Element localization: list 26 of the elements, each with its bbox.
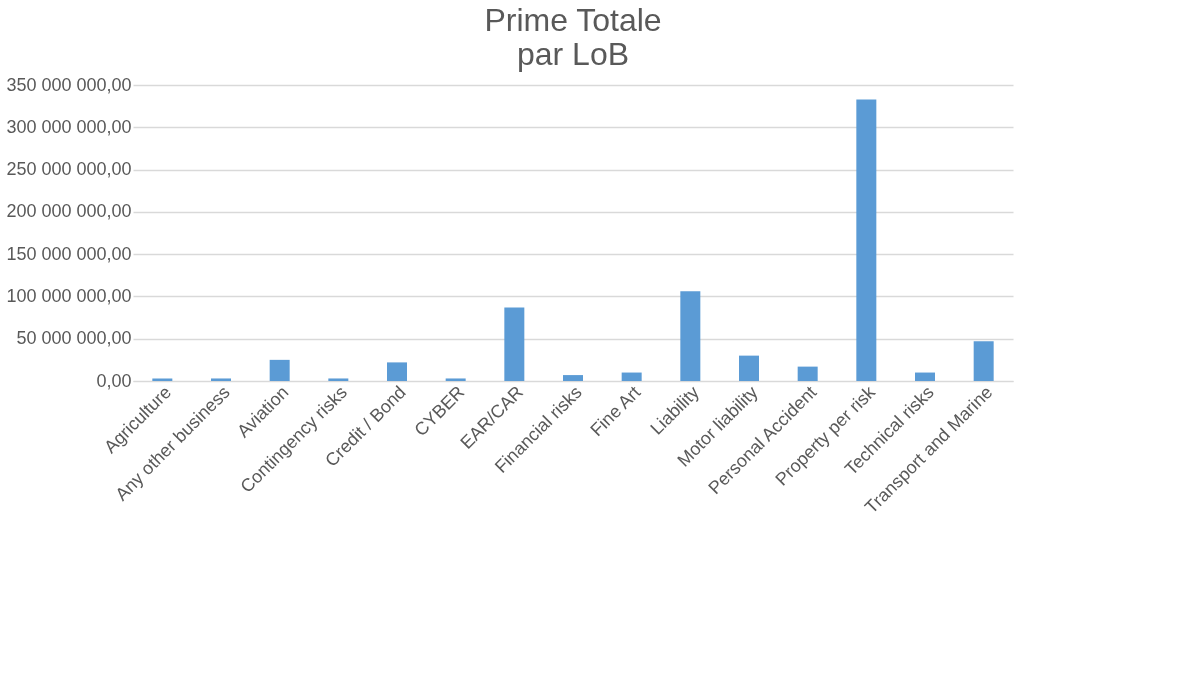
bar <box>504 307 525 381</box>
bar <box>973 341 994 381</box>
bar <box>328 378 349 381</box>
bar <box>915 372 935 381</box>
y-tick-label: 250 000 000,00 <box>6 159 132 180</box>
y-tick-label: 0,00 <box>96 370 132 391</box>
y-tick-label: 350 000 000,00 <box>6 74 132 95</box>
bar <box>387 362 407 381</box>
y-tick-label: 300 000 000,00 <box>6 116 132 137</box>
bar <box>680 291 701 381</box>
bar <box>211 378 231 381</box>
bar <box>269 359 290 381</box>
text: par LoB <box>516 36 630 72</box>
y-tick-label: 50 000 000,00 <box>16 328 132 349</box>
bar <box>739 355 759 381</box>
x-tick-label: Fine Art <box>586 382 645 441</box>
text: Prime Totale <box>484 2 662 38</box>
bar <box>856 99 877 381</box>
y-tick-label: 100 000 000,00 <box>6 285 132 306</box>
bar <box>563 375 583 381</box>
y-tick-label: 150 000 000,00 <box>6 243 132 264</box>
bar <box>797 366 818 381</box>
bar <box>621 372 642 381</box>
bar <box>152 378 173 381</box>
y-tick-label: 200 000 000,00 <box>6 201 132 222</box>
bar <box>445 378 466 381</box>
